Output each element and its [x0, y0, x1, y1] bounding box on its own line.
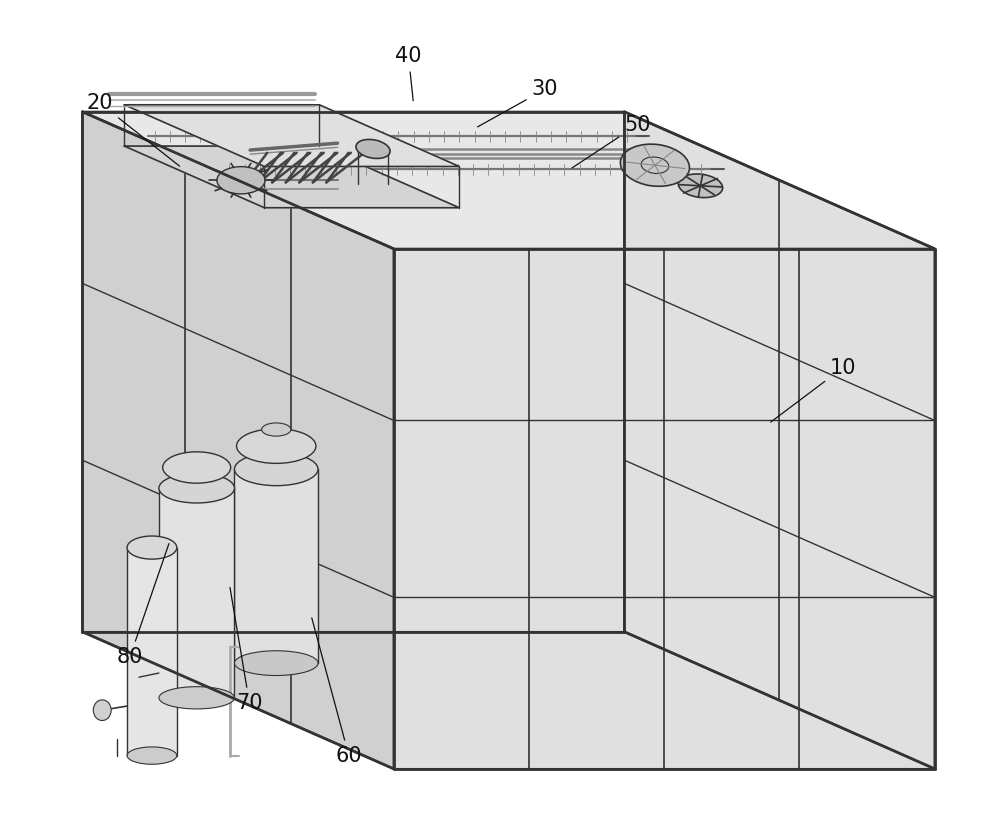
Text: 20: 20 [87, 93, 180, 166]
Polygon shape [82, 111, 394, 769]
Ellipse shape [127, 747, 177, 765]
Ellipse shape [234, 651, 318, 676]
Polygon shape [124, 105, 459, 166]
Bar [127, 548, 177, 755]
Text: 10: 10 [771, 357, 856, 422]
Ellipse shape [159, 474, 234, 503]
Polygon shape [394, 248, 935, 769]
Text: 30: 30 [478, 80, 558, 127]
Ellipse shape [262, 423, 291, 436]
Polygon shape [394, 248, 935, 769]
Text: 50: 50 [572, 115, 650, 168]
Ellipse shape [93, 700, 111, 720]
Polygon shape [624, 111, 935, 769]
Ellipse shape [237, 429, 316, 464]
Text: 80: 80 [117, 543, 169, 666]
Ellipse shape [217, 167, 265, 194]
Bar [159, 488, 234, 698]
Ellipse shape [234, 453, 318, 485]
Ellipse shape [620, 144, 689, 186]
Ellipse shape [678, 174, 723, 198]
Polygon shape [82, 111, 935, 248]
Ellipse shape [163, 452, 231, 483]
Text: 60: 60 [312, 618, 362, 765]
Ellipse shape [356, 140, 390, 159]
Polygon shape [124, 146, 459, 208]
Ellipse shape [159, 686, 234, 709]
Text: 40: 40 [395, 47, 422, 101]
Text: 70: 70 [230, 588, 263, 713]
Bar [234, 470, 318, 663]
Ellipse shape [127, 536, 177, 559]
